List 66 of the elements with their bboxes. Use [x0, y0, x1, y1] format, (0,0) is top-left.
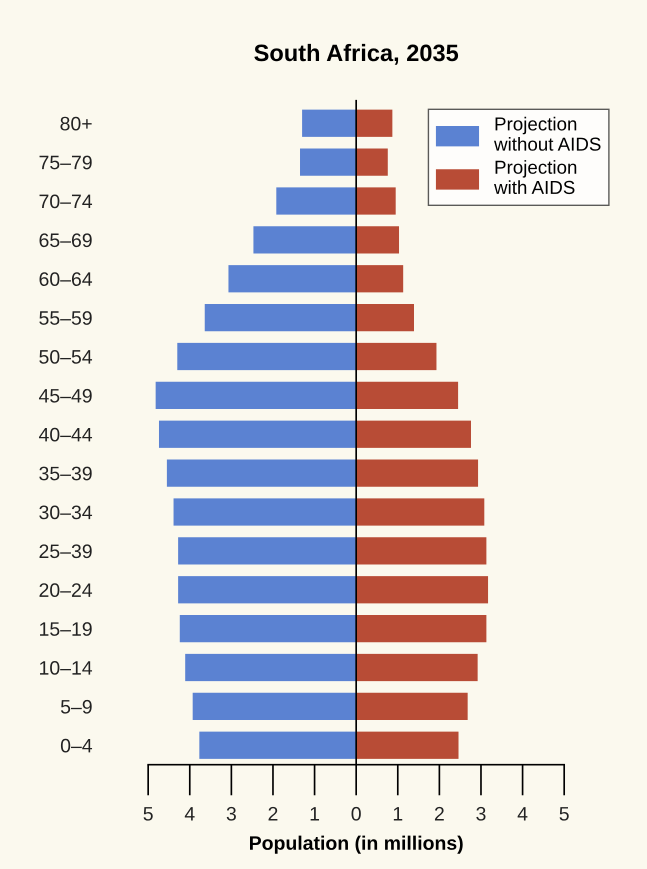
- bar: [302, 110, 356, 137]
- bar: [356, 537, 486, 565]
- y-tick-label: 55–59: [39, 311, 92, 325]
- bar: [356, 265, 404, 292]
- bar: [356, 692, 468, 720]
- x-tick-label: 1: [310, 807, 320, 820]
- bar: [166, 460, 356, 487]
- y-tick-label: 40–44: [38, 428, 92, 442]
- bar: [228, 265, 356, 292]
- bar: [356, 304, 414, 332]
- bar: [356, 110, 392, 137]
- bar: [356, 420, 471, 448]
- bar: [356, 382, 458, 409]
- bar: [356, 576, 488, 604]
- bar: [199, 732, 356, 759]
- bar: [356, 615, 486, 642]
- bar: [177, 342, 356, 370]
- legend-label: Projection without AIDS: [494, 116, 601, 151]
- x-tick-label: 4: [184, 807, 195, 820]
- bar: [356, 187, 396, 215]
- bar: [356, 460, 478, 487]
- x-tick-label: 2: [268, 806, 278, 820]
- bar: [174, 498, 356, 526]
- y-tick-label: 15–19: [40, 622, 92, 636]
- y-tick-label: 30–34: [39, 505, 92, 520]
- legend-label: Projection with AIDS: [494, 160, 576, 194]
- bar: [178, 537, 356, 565]
- y-tick-label: 65–69: [40, 233, 92, 248]
- bar: [356, 654, 478, 682]
- bar: [192, 692, 356, 720]
- bar: [204, 304, 356, 332]
- bar: [158, 420, 356, 448]
- x-tick-label: 5: [560, 807, 569, 821]
- y-tick-label: 45–49: [38, 388, 92, 403]
- x-tick-label: 3: [226, 806, 236, 821]
- bar: [356, 498, 484, 526]
- bar: [300, 148, 356, 176]
- bar: [185, 654, 356, 682]
- x-tick-label: 1: [394, 807, 402, 820]
- y-tick-label: 0–4: [60, 738, 92, 753]
- bar: [356, 226, 400, 254]
- y-tick-label: 35–39: [39, 466, 92, 480]
- y-tick-label: 10–14: [40, 660, 92, 675]
- y-tick-label: 5–9: [60, 700, 92, 714]
- x-axis-title: Population (in millions): [250, 836, 463, 854]
- y-tick-label: 20–24: [40, 583, 92, 598]
- y-tick-label: 60–64: [40, 272, 92, 286]
- bar: [156, 382, 356, 409]
- bar: [356, 732, 459, 759]
- bar: [356, 342, 436, 370]
- bar: [276, 187, 356, 215]
- x-tick-label: 2: [434, 806, 444, 820]
- x-tick-label: 5: [144, 807, 153, 821]
- bar: [180, 615, 356, 642]
- y-tick-label: 70–74: [40, 194, 92, 208]
- bar: [356, 148, 388, 176]
- chart-title: South Africa, 2035: [254, 44, 458, 65]
- y-tick-label: 50–54: [39, 350, 92, 364]
- bar: [178, 576, 356, 604]
- x-tick-label: 3: [476, 806, 486, 821]
- y-tick-label: 80+: [60, 116, 92, 130]
- x-tick-label: 0: [352, 806, 361, 821]
- y-tick-label: 75–79: [40, 156, 92, 170]
- x-tick-label: 4: [518, 807, 528, 820]
- bar: [253, 226, 356, 254]
- y-tick-label: 25–39: [40, 544, 92, 558]
